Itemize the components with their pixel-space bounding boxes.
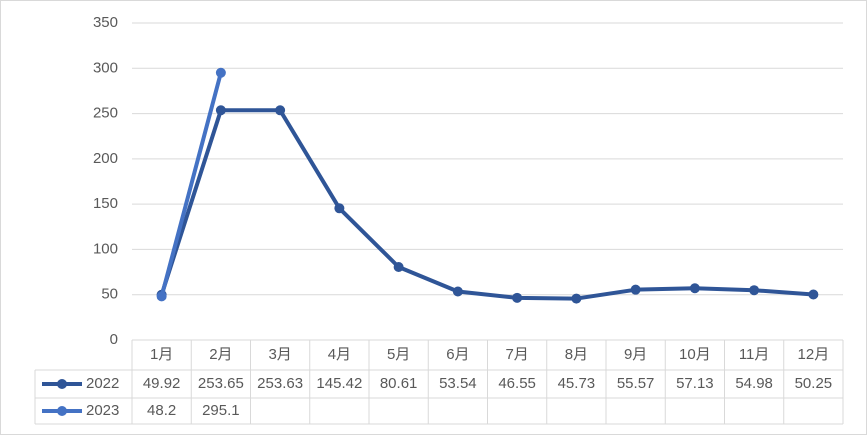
data-point — [512, 292, 523, 303]
data-point — [452, 286, 463, 297]
table-value: 46.55 — [498, 375, 536, 392]
x-tick-label: 12月 — [798, 346, 830, 363]
table-value: 48.2 — [147, 402, 176, 419]
table-value: 55.57 — [617, 375, 655, 392]
series-line — [159, 72, 223, 297]
y-tick-label: 250 — [93, 105, 118, 122]
table-value: 54.98 — [735, 375, 773, 392]
table-value: 50.25 — [795, 375, 833, 392]
table-value: 49.92 — [143, 375, 181, 392]
data-point — [334, 203, 345, 214]
y-tick-label: 100 — [93, 240, 118, 257]
x-tick-label: 9月 — [624, 346, 647, 363]
y-tick-label: 300 — [93, 59, 118, 76]
data-point — [630, 284, 641, 295]
x-tick-label: 6月 — [446, 346, 469, 363]
table-value: 53.54 — [439, 375, 477, 392]
table-value: 253.65 — [198, 375, 244, 392]
data-point — [749, 285, 760, 296]
x-tick-label: 8月 — [565, 346, 588, 363]
table-value: 45.73 — [558, 375, 596, 392]
data-point — [215, 105, 226, 116]
legend-key-marker — [57, 406, 67, 416]
data-point — [571, 293, 582, 304]
data-point — [156, 291, 167, 302]
x-tick-label: 10月 — [679, 346, 711, 363]
data-point — [393, 261, 404, 272]
y-tick-label: 350 — [93, 14, 118, 31]
legend-key-marker — [57, 379, 67, 389]
x-tick-label: 1月 — [150, 346, 173, 363]
table-value: 295.1 — [202, 402, 240, 419]
x-tick-label: 11月 — [739, 346, 770, 363]
legend-label: 2022 — [86, 375, 119, 392]
table-value: 253.63 — [257, 375, 303, 392]
x-tick-label: 7月 — [505, 346, 528, 363]
legend-label: 2023 — [86, 402, 119, 419]
data-point — [275, 105, 286, 116]
x-tick-label: 2月 — [209, 346, 232, 363]
data-point — [808, 289, 819, 300]
x-tick-label: 3月 — [268, 346, 291, 363]
series-line — [159, 108, 814, 301]
x-tick-label: 5月 — [387, 346, 410, 363]
table-value: 145.42 — [316, 375, 362, 392]
data-point — [689, 283, 700, 294]
table-value: 80.61 — [380, 375, 418, 392]
x-tick-label: 4月 — [328, 346, 351, 363]
y-tick-label: 50 — [101, 286, 118, 303]
y-tick-label: 150 — [93, 195, 118, 212]
table-value: 57.13 — [676, 375, 714, 392]
y-tick-label: 200 — [93, 150, 118, 167]
y-tick-label: 0 — [110, 331, 118, 348]
data-point — [215, 67, 226, 78]
